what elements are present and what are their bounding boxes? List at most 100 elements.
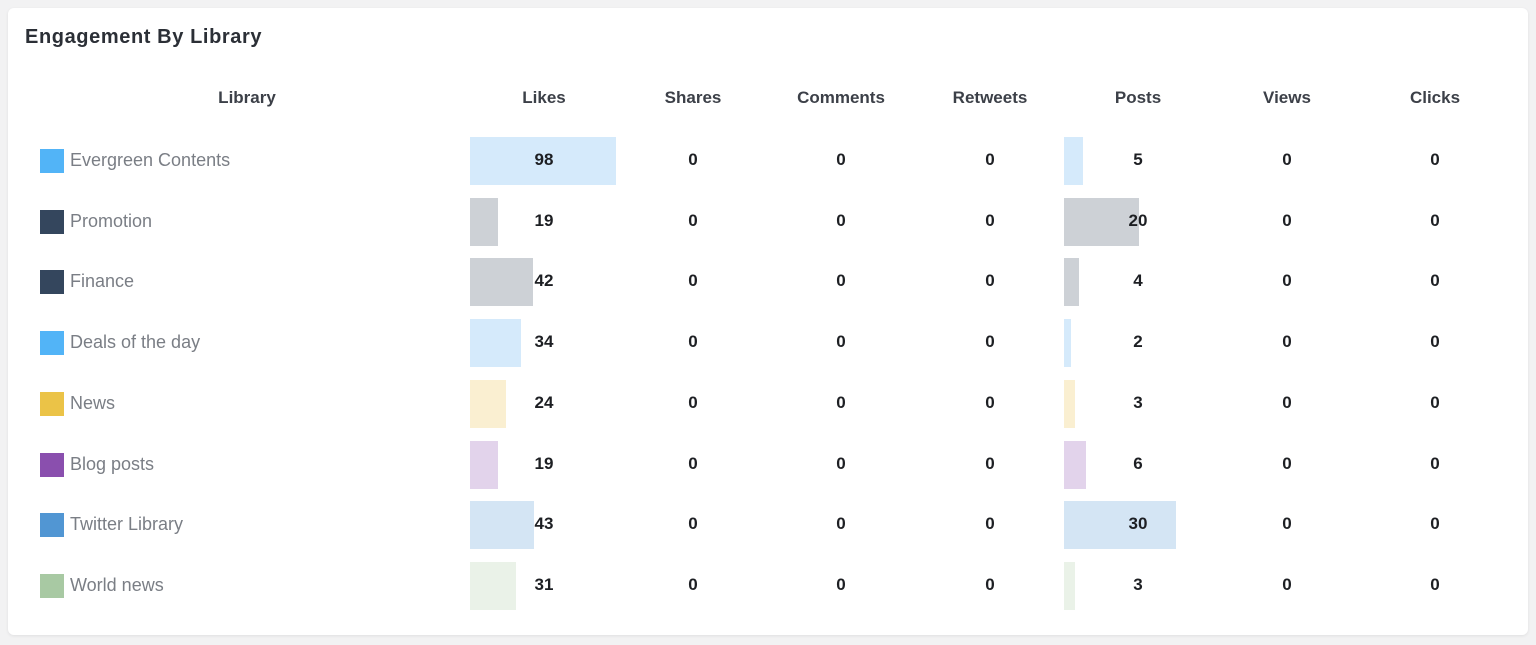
library-name: Promotion bbox=[70, 210, 153, 231]
engagement-card: Engagement By Library Library Likes Shar… bbox=[8, 8, 1528, 635]
comments-value: 0 bbox=[836, 453, 846, 473]
likes-bar bbox=[470, 258, 533, 307]
likes-bar bbox=[470, 440, 498, 489]
posts-value: 6 bbox=[1133, 453, 1143, 473]
likes-value: 24 bbox=[534, 392, 554, 412]
shares-value: 0 bbox=[688, 150, 698, 169]
clicks-value: 0 bbox=[1430, 514, 1440, 534]
table-row: Promotion 19 0 0 0 20 0 0 bbox=[8, 197, 1528, 246]
library-name: Deals of the day bbox=[70, 332, 201, 353]
posts-value: 20 bbox=[1128, 210, 1148, 230]
shares-value: 0 bbox=[688, 332, 698, 352]
clicks-value: 0 bbox=[1430, 392, 1440, 412]
likes-bar bbox=[470, 379, 506, 428]
table-row: News 24 0 0 0 3 0 0 bbox=[8, 379, 1528, 428]
table-row: Evergreen Contents 98 0 0 0 5 0 0 bbox=[8, 137, 1528, 185]
library-name: Evergreen Contents bbox=[70, 150, 231, 170]
posts-bar bbox=[1064, 440, 1086, 489]
clicks-value: 0 bbox=[1430, 210, 1440, 230]
posts-bar bbox=[1064, 319, 1071, 368]
posts-value: 4 bbox=[1133, 271, 1143, 291]
library-color-swatch bbox=[40, 513, 64, 538]
retweets-value: 0 bbox=[985, 453, 995, 473]
views-value: 0 bbox=[1282, 392, 1292, 412]
likes-value: 19 bbox=[534, 453, 554, 473]
col-header-clicks: Clicks bbox=[1409, 88, 1461, 107]
posts-value: 2 bbox=[1133, 332, 1143, 352]
shares-value: 0 bbox=[688, 574, 698, 594]
comments-value: 0 bbox=[836, 150, 846, 169]
comments-value: 0 bbox=[836, 210, 846, 230]
library-name: World news bbox=[70, 574, 164, 595]
library-color-swatch bbox=[40, 391, 64, 416]
table-row: Finance 42 0 0 0 4 0 0 bbox=[8, 258, 1528, 307]
likes-bar bbox=[470, 319, 521, 368]
posts-bar bbox=[1064, 258, 1079, 307]
retweets-value: 0 bbox=[985, 514, 995, 534]
clicks-value: 0 bbox=[1430, 271, 1440, 291]
likes-value: 34 bbox=[534, 332, 554, 352]
shares-value: 0 bbox=[688, 453, 698, 473]
library-color-swatch bbox=[40, 270, 64, 295]
table-row: Deals of the day 34 0 0 0 2 0 0 bbox=[8, 319, 1528, 368]
likes-value: 43 bbox=[534, 514, 554, 534]
retweets-value: 0 bbox=[985, 150, 995, 169]
likes-bar bbox=[470, 561, 516, 610]
views-value: 0 bbox=[1282, 271, 1292, 291]
shares-value: 0 bbox=[688, 514, 698, 534]
retweets-value: 0 bbox=[985, 392, 995, 412]
retweets-value: 0 bbox=[985, 271, 995, 291]
likes-value: 42 bbox=[534, 271, 554, 291]
shares-value: 0 bbox=[688, 392, 698, 412]
library-color-swatch bbox=[40, 573, 64, 598]
col-header-posts: Posts bbox=[1114, 88, 1162, 107]
posts-bar bbox=[1064, 379, 1075, 428]
table-row: World news 31 0 0 0 3 0 0 bbox=[8, 561, 1528, 610]
likes-value: 19 bbox=[534, 210, 554, 230]
posts-bar bbox=[1064, 561, 1075, 610]
views-value: 0 bbox=[1282, 453, 1292, 473]
retweets-value: 0 bbox=[985, 210, 995, 230]
comments-value: 0 bbox=[836, 514, 846, 534]
library-color-swatch bbox=[40, 331, 64, 356]
library-name: Twitter Library bbox=[70, 514, 184, 535]
views-value: 0 bbox=[1282, 332, 1292, 352]
table-row: Twitter Library 43 0 0 0 30 0 0 bbox=[8, 501, 1528, 550]
retweets-value: 0 bbox=[985, 332, 995, 352]
likes-bar bbox=[470, 501, 534, 550]
library-color-swatch bbox=[40, 149, 64, 173]
views-value: 0 bbox=[1282, 574, 1292, 594]
col-header-likes: Likes bbox=[522, 88, 566, 107]
views-value: 0 bbox=[1282, 150, 1292, 169]
clicks-value: 0 bbox=[1430, 332, 1440, 352]
comments-value: 0 bbox=[836, 392, 846, 412]
col-header-library: Library bbox=[218, 88, 276, 107]
library-color-swatch bbox=[40, 209, 64, 234]
posts-value: 5 bbox=[1133, 150, 1143, 169]
col-header-comments: Comments bbox=[797, 88, 885, 107]
library-name: Blog posts bbox=[70, 453, 155, 474]
library-name: Finance bbox=[70, 271, 135, 292]
library-color-swatch bbox=[40, 452, 64, 477]
posts-bar bbox=[1064, 197, 1139, 246]
views-value: 0 bbox=[1282, 514, 1292, 534]
shares-value: 0 bbox=[688, 271, 698, 291]
retweets-value: 0 bbox=[985, 574, 995, 594]
likes-bar bbox=[470, 137, 616, 185]
library-name: News bbox=[70, 392, 116, 413]
likes-value: 31 bbox=[534, 574, 554, 594]
posts-value: 3 bbox=[1133, 574, 1143, 594]
shares-value: 0 bbox=[688, 210, 698, 230]
posts-value: 30 bbox=[1128, 514, 1148, 534]
col-header-views: Views bbox=[1263, 88, 1311, 107]
table-row: Blog posts 19 0 0 0 6 0 0 bbox=[8, 440, 1528, 489]
col-header-shares: Shares bbox=[664, 88, 722, 107]
clicks-value: 0 bbox=[1430, 453, 1440, 473]
likes-value: 98 bbox=[534, 150, 554, 169]
clicks-value: 0 bbox=[1430, 150, 1440, 169]
views-value: 0 bbox=[1282, 210, 1292, 230]
comments-value: 0 bbox=[836, 574, 846, 594]
posts-bar bbox=[1064, 137, 1083, 185]
clicks-value: 0 bbox=[1430, 574, 1440, 594]
comments-value: 0 bbox=[836, 332, 846, 352]
